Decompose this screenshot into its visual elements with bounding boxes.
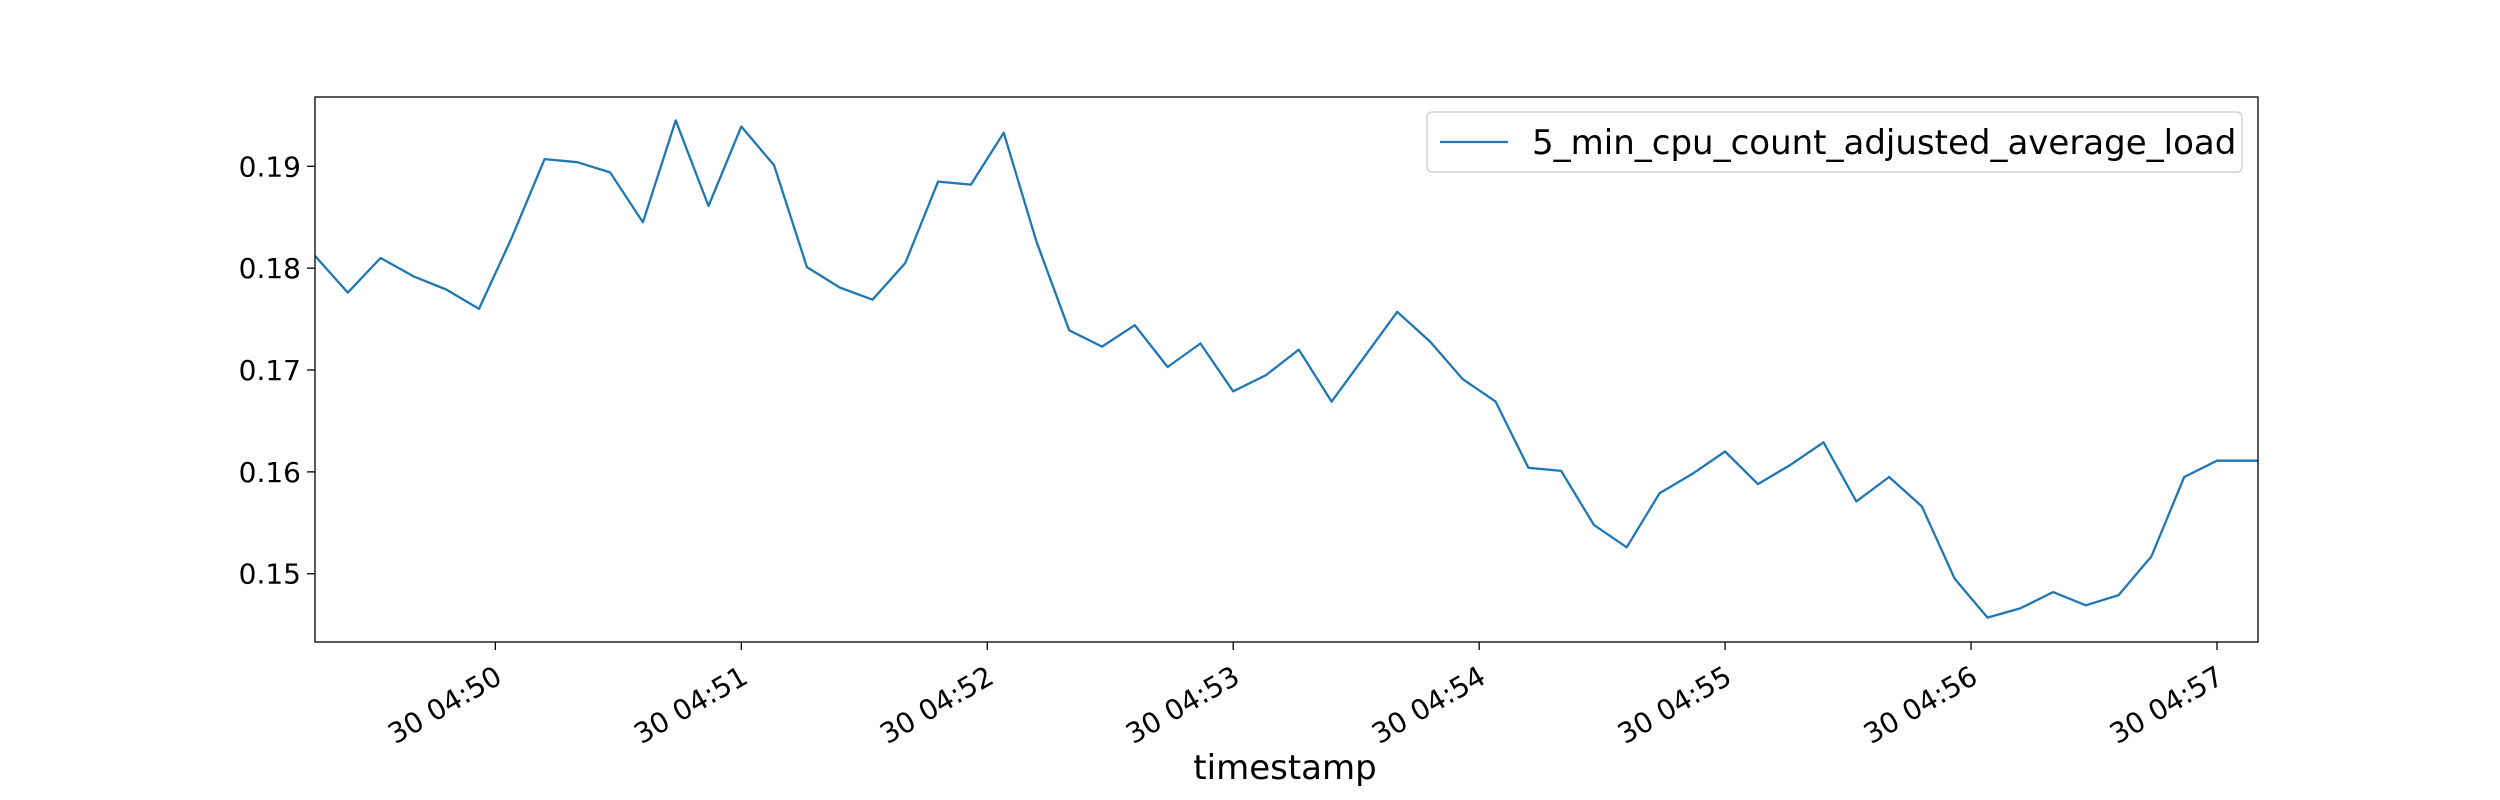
x-axis-title: timestamp: [1193, 748, 1376, 788]
y-tick-label-0: 0.15: [239, 558, 301, 591]
x-tick-label-3: 30 04:53: [1120, 659, 1245, 750]
axes-layer: 0.15 0.16 0.17 0.18 0.19 30 04:50 30 04:51 30 0…: [239, 96, 2259, 751]
legend-label-0: 5_min_cpu_count_adjusted_average_load: [1532, 123, 2236, 163]
y-tick-label-4: 0.19: [239, 150, 301, 183]
plot-layer: [315, 119, 2258, 619]
x-tick-label-6: 30 04:56: [1858, 659, 1983, 750]
x-tick-label-5: 30 04:55: [1612, 659, 1737, 750]
legend-box: [1426, 111, 2243, 173]
y-tick-label-3: 0.18: [239, 252, 301, 285]
legend: 5_min_cpu_count_adjusted_average_load: [1426, 111, 2243, 173]
y-tick-label-1: 0.16: [239, 456, 301, 489]
x-tick-label-0: 30 04:50: [382, 659, 507, 750]
x-tick-label-4: 30 04:54: [1366, 659, 1491, 750]
plot-frame: [314, 96, 2259, 643]
series-line-0: [315, 119, 2258, 619]
x-tick-label-2: 30 04:52: [874, 659, 999, 750]
x-tick-label-7: 30 04:57: [2104, 659, 2229, 750]
x-tick-label-1: 30 04:51: [628, 659, 753, 750]
y-tick-label-2: 0.17: [239, 354, 301, 387]
